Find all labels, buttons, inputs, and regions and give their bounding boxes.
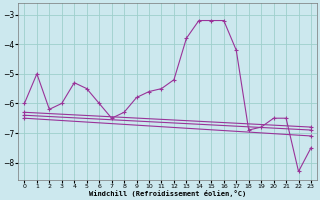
X-axis label: Windchill (Refroidissement éolien,°C): Windchill (Refroidissement éolien,°C) <box>89 190 246 197</box>
